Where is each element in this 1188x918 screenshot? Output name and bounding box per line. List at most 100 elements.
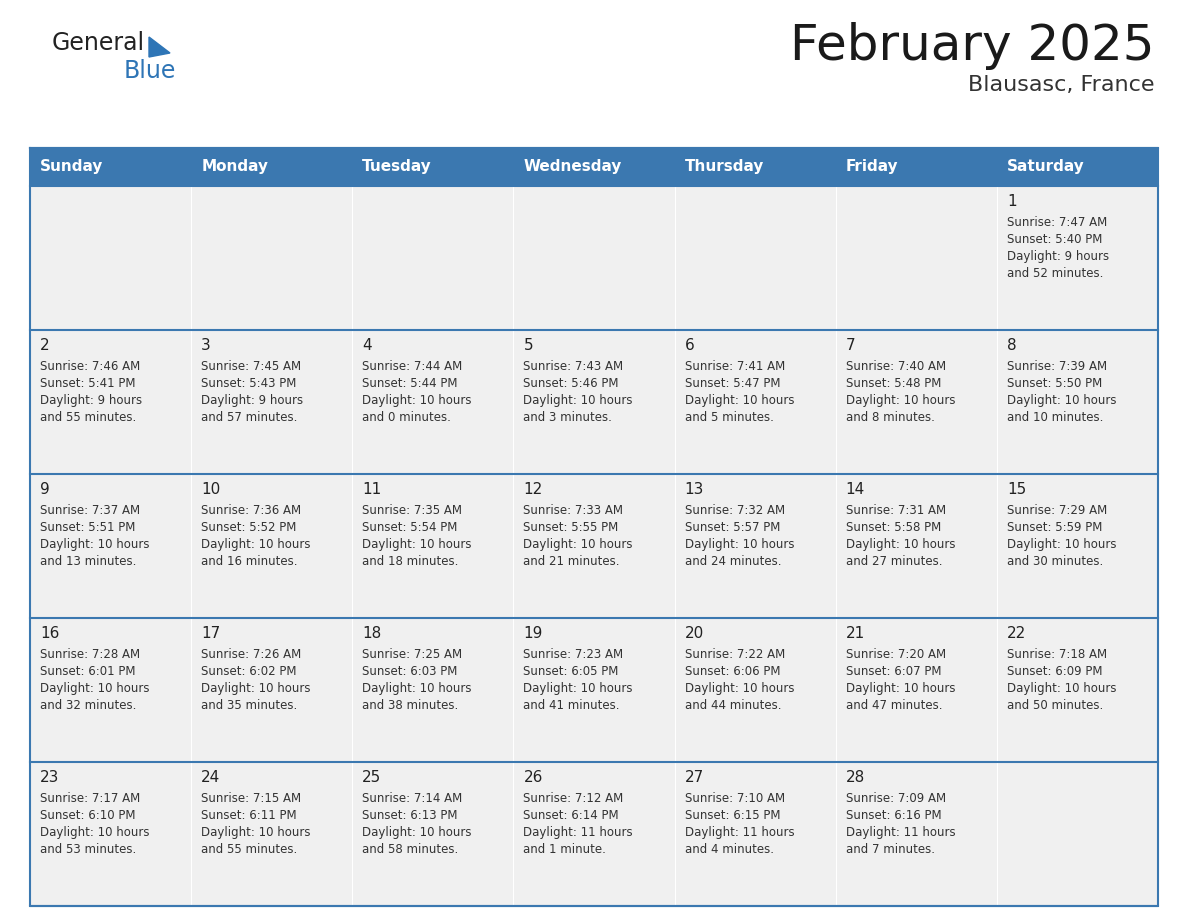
Text: Daylight: 10 hours: Daylight: 10 hours bbox=[1007, 682, 1117, 695]
Text: 17: 17 bbox=[201, 626, 221, 641]
Text: Sunrise: 7:17 AM: Sunrise: 7:17 AM bbox=[40, 792, 140, 805]
Text: 12: 12 bbox=[524, 482, 543, 497]
Text: and 21 minutes.: and 21 minutes. bbox=[524, 555, 620, 568]
Text: 14: 14 bbox=[846, 482, 865, 497]
Text: 28: 28 bbox=[846, 770, 865, 785]
Bar bbox=[513, 330, 675, 474]
Text: and 38 minutes.: and 38 minutes. bbox=[362, 699, 459, 712]
Text: Sunrise: 7:20 AM: Sunrise: 7:20 AM bbox=[846, 648, 946, 661]
Text: and 24 minutes.: and 24 minutes. bbox=[684, 555, 781, 568]
Text: Sunset: 6:06 PM: Sunset: 6:06 PM bbox=[684, 665, 781, 678]
Text: Daylight: 10 hours: Daylight: 10 hours bbox=[201, 538, 310, 551]
Text: 20: 20 bbox=[684, 626, 703, 641]
Bar bbox=[835, 330, 997, 474]
Text: Daylight: 11 hours: Daylight: 11 hours bbox=[524, 826, 633, 839]
Bar bbox=[675, 186, 835, 330]
Text: Sunday: Sunday bbox=[40, 160, 103, 174]
Bar bbox=[997, 186, 1158, 330]
Text: 1: 1 bbox=[1007, 194, 1017, 209]
Bar bbox=[30, 148, 1158, 186]
Text: 26: 26 bbox=[524, 770, 543, 785]
Text: Sunrise: 7:28 AM: Sunrise: 7:28 AM bbox=[40, 648, 140, 661]
Text: Daylight: 10 hours: Daylight: 10 hours bbox=[846, 538, 955, 551]
Text: and 27 minutes.: and 27 minutes. bbox=[846, 555, 942, 568]
Text: and 13 minutes.: and 13 minutes. bbox=[40, 555, 137, 568]
Text: Sunrise: 7:15 AM: Sunrise: 7:15 AM bbox=[201, 792, 302, 805]
Text: and 7 minutes.: and 7 minutes. bbox=[846, 843, 935, 856]
Text: Sunset: 5:52 PM: Sunset: 5:52 PM bbox=[201, 521, 297, 534]
Text: and 5 minutes.: and 5 minutes. bbox=[684, 411, 773, 424]
Text: Sunrise: 7:09 AM: Sunrise: 7:09 AM bbox=[846, 792, 946, 805]
Text: Sunrise: 7:35 AM: Sunrise: 7:35 AM bbox=[362, 504, 462, 517]
Text: Sunrise: 7:10 AM: Sunrise: 7:10 AM bbox=[684, 792, 785, 805]
Bar bbox=[30, 330, 191, 474]
Bar bbox=[191, 330, 353, 474]
Text: Daylight: 10 hours: Daylight: 10 hours bbox=[684, 538, 794, 551]
Text: and 35 minutes.: and 35 minutes. bbox=[201, 699, 297, 712]
Text: Sunset: 5:47 PM: Sunset: 5:47 PM bbox=[684, 377, 781, 390]
Text: Sunset: 6:03 PM: Sunset: 6:03 PM bbox=[362, 665, 457, 678]
Bar bbox=[835, 618, 997, 762]
Text: Daylight: 10 hours: Daylight: 10 hours bbox=[684, 682, 794, 695]
Text: and 55 minutes.: and 55 minutes. bbox=[40, 411, 137, 424]
Text: and 47 minutes.: and 47 minutes. bbox=[846, 699, 942, 712]
Text: Friday: Friday bbox=[846, 160, 898, 174]
Bar bbox=[30, 618, 191, 762]
Text: Sunset: 6:10 PM: Sunset: 6:10 PM bbox=[40, 809, 135, 822]
Text: Wednesday: Wednesday bbox=[524, 160, 621, 174]
Text: and 4 minutes.: and 4 minutes. bbox=[684, 843, 773, 856]
Text: Sunrise: 7:43 AM: Sunrise: 7:43 AM bbox=[524, 360, 624, 373]
Text: Sunset: 5:41 PM: Sunset: 5:41 PM bbox=[40, 377, 135, 390]
Text: Sunrise: 7:22 AM: Sunrise: 7:22 AM bbox=[684, 648, 785, 661]
Text: Sunrise: 7:40 AM: Sunrise: 7:40 AM bbox=[846, 360, 946, 373]
Text: Sunrise: 7:47 AM: Sunrise: 7:47 AM bbox=[1007, 216, 1107, 229]
Text: 16: 16 bbox=[40, 626, 59, 641]
Bar bbox=[997, 330, 1158, 474]
Text: Daylight: 10 hours: Daylight: 10 hours bbox=[201, 826, 310, 839]
Text: Sunset: 5:50 PM: Sunset: 5:50 PM bbox=[1007, 377, 1102, 390]
Text: and 3 minutes.: and 3 minutes. bbox=[524, 411, 612, 424]
Text: Daylight: 10 hours: Daylight: 10 hours bbox=[524, 394, 633, 407]
Text: and 10 minutes.: and 10 minutes. bbox=[1007, 411, 1104, 424]
Text: and 50 minutes.: and 50 minutes. bbox=[1007, 699, 1104, 712]
Text: Daylight: 10 hours: Daylight: 10 hours bbox=[362, 826, 472, 839]
Text: and 16 minutes.: and 16 minutes. bbox=[201, 555, 298, 568]
Text: Tuesday: Tuesday bbox=[362, 160, 432, 174]
Text: and 8 minutes.: and 8 minutes. bbox=[846, 411, 935, 424]
Text: Daylight: 9 hours: Daylight: 9 hours bbox=[40, 394, 143, 407]
Bar bbox=[353, 186, 513, 330]
Text: Thursday: Thursday bbox=[684, 160, 764, 174]
Text: Daylight: 10 hours: Daylight: 10 hours bbox=[524, 682, 633, 695]
Text: 10: 10 bbox=[201, 482, 221, 497]
Text: Daylight: 10 hours: Daylight: 10 hours bbox=[362, 538, 472, 551]
Text: Sunset: 6:07 PM: Sunset: 6:07 PM bbox=[846, 665, 941, 678]
Text: and 0 minutes.: and 0 minutes. bbox=[362, 411, 451, 424]
Text: Sunrise: 7:25 AM: Sunrise: 7:25 AM bbox=[362, 648, 462, 661]
Text: Sunrise: 7:29 AM: Sunrise: 7:29 AM bbox=[1007, 504, 1107, 517]
Text: Sunrise: 7:45 AM: Sunrise: 7:45 AM bbox=[201, 360, 302, 373]
Text: 8: 8 bbox=[1007, 338, 1017, 353]
Text: Sunset: 6:09 PM: Sunset: 6:09 PM bbox=[1007, 665, 1102, 678]
Text: General: General bbox=[52, 31, 145, 55]
Bar bbox=[191, 762, 353, 906]
Text: 5: 5 bbox=[524, 338, 533, 353]
Polygon shape bbox=[148, 37, 170, 57]
Text: Sunset: 5:46 PM: Sunset: 5:46 PM bbox=[524, 377, 619, 390]
Text: Sunset: 5:44 PM: Sunset: 5:44 PM bbox=[362, 377, 457, 390]
Bar bbox=[513, 618, 675, 762]
Text: Sunrise: 7:31 AM: Sunrise: 7:31 AM bbox=[846, 504, 946, 517]
Text: Sunset: 6:05 PM: Sunset: 6:05 PM bbox=[524, 665, 619, 678]
Text: Sunset: 6:14 PM: Sunset: 6:14 PM bbox=[524, 809, 619, 822]
Text: 9: 9 bbox=[40, 482, 50, 497]
Text: Daylight: 10 hours: Daylight: 10 hours bbox=[40, 682, 150, 695]
Bar bbox=[191, 186, 353, 330]
Text: Sunrise: 7:32 AM: Sunrise: 7:32 AM bbox=[684, 504, 785, 517]
Bar bbox=[675, 762, 835, 906]
Text: Daylight: 10 hours: Daylight: 10 hours bbox=[846, 682, 955, 695]
Text: February 2025: February 2025 bbox=[790, 22, 1155, 70]
Text: Sunrise: 7:39 AM: Sunrise: 7:39 AM bbox=[1007, 360, 1107, 373]
Bar bbox=[191, 618, 353, 762]
Text: and 52 minutes.: and 52 minutes. bbox=[1007, 267, 1104, 280]
Text: Sunrise: 7:12 AM: Sunrise: 7:12 AM bbox=[524, 792, 624, 805]
Bar bbox=[997, 618, 1158, 762]
